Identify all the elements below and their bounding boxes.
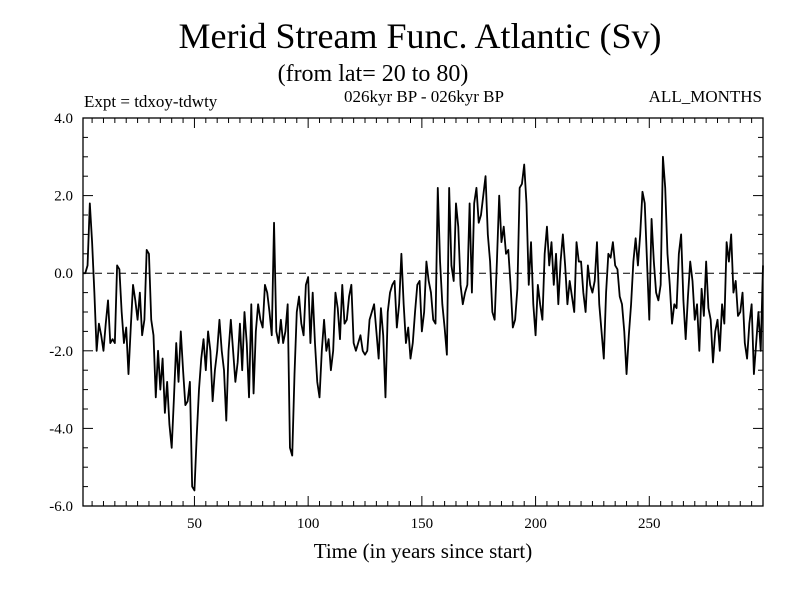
- x-axis-label: Time (in years since start): [314, 539, 533, 563]
- axis-tick-labels: 50 100 150 200 250 -6.0 -4.0 -2.0 0.0 2.0 4.0: [49, 111, 660, 532]
- x-tick-label: 100: [297, 516, 320, 532]
- y-tick-label: 4.0: [54, 111, 73, 127]
- x-tick-label: 200: [524, 516, 547, 532]
- period-label: 026kyr BP - 026kyr BP: [344, 87, 504, 106]
- series-line: [83, 155, 764, 492]
- y-tick-label: -6.0: [49, 499, 73, 515]
- x-tick-label: 150: [411, 516, 434, 532]
- experiment-label: Expt = tdxoy-tdwty: [84, 92, 218, 111]
- y-tick-label: 2.0: [54, 189, 73, 205]
- chart-title: Merid Stream Func. Atlantic (Sv): [179, 16, 662, 56]
- axis-ticks: [83, 117, 764, 507]
- x-tick-label: 50: [187, 516, 202, 532]
- y-tick-label: -2.0: [49, 344, 73, 360]
- plot-frame: [82, 117, 764, 507]
- chart-subtitle: (from lat= 20 to 80): [278, 61, 469, 87]
- y-tick-label: -4.0: [49, 421, 73, 437]
- months-label: ALL_MONTHS: [649, 87, 762, 106]
- y-tick-label: 0.0: [54, 266, 73, 282]
- x-tick-label: 250: [638, 516, 661, 532]
